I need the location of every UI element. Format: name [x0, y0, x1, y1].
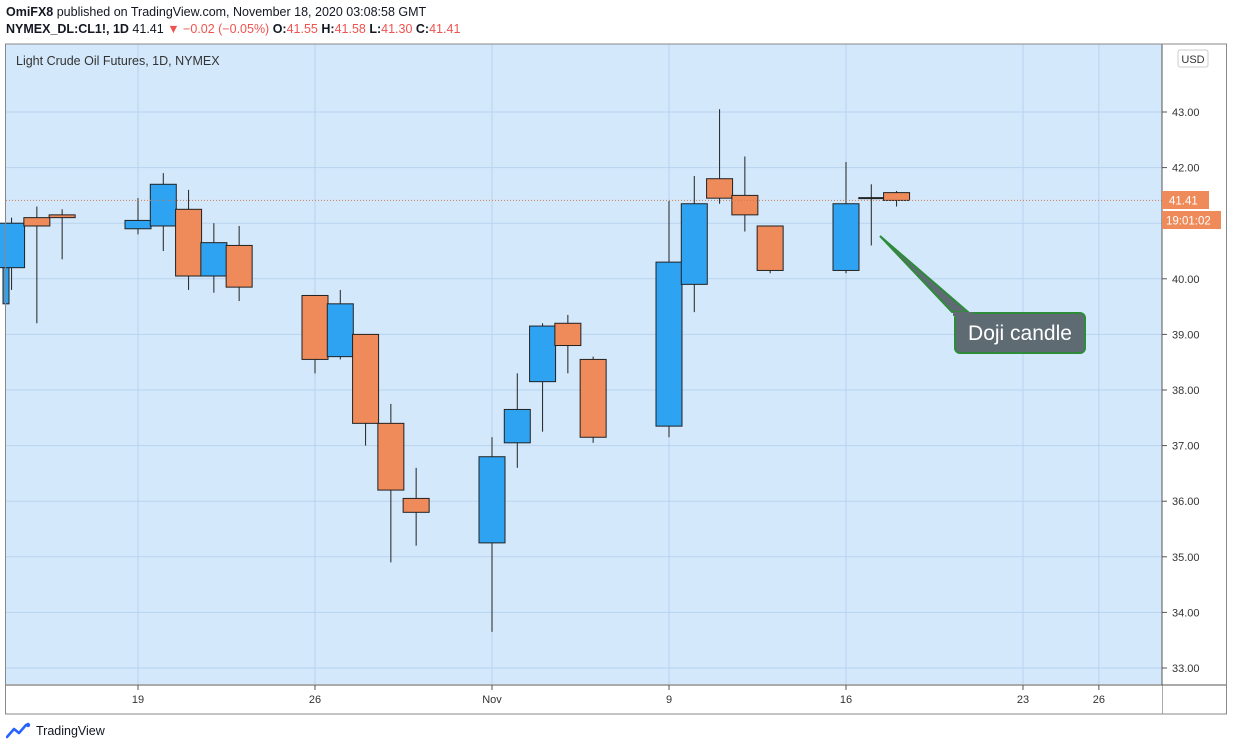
- open-value: 41.55: [286, 22, 318, 36]
- x-tick-label: Nov: [482, 694, 502, 706]
- currency-button[interactable]: [1177, 49, 1209, 68]
- candle-body: [832, 203, 860, 271]
- open-label: O:: [272, 22, 287, 36]
- chart-frame: [5, 43, 1227, 715]
- callout-text: Doji candle: [968, 322, 1072, 345]
- candle-body: [301, 294, 329, 360]
- last-price-tag: 41.41: [1162, 191, 1209, 209]
- candle-body: [326, 303, 354, 358]
- close-value: 41.41: [429, 22, 461, 36]
- y-tick-label: 36.00: [1172, 496, 1200, 508]
- y-tick-label: 42.00: [1172, 163, 1200, 175]
- candle-body: [655, 261, 683, 427]
- last-price: 41.41: [132, 22, 164, 36]
- candles-group: [0, 109, 911, 632]
- callout-box: [954, 312, 1086, 354]
- candle-body: [883, 192, 911, 201]
- x-tick-label: 16: [840, 694, 852, 706]
- tradingview-logo-icon: [6, 722, 31, 739]
- x-tick-label: 23: [1017, 694, 1029, 706]
- candle-body: [402, 497, 430, 513]
- candle-body: [680, 203, 708, 285]
- candle-body: [579, 358, 607, 438]
- currency-label[interactable]: USD: [1181, 54, 1204, 66]
- doji-annotation[interactable]: Doji candle: [879, 235, 1086, 354]
- candle-body: [352, 333, 380, 424]
- y-tick-label: 38.00: [1172, 385, 1200, 397]
- candle-body: [48, 214, 76, 219]
- low-value: 41.30: [381, 22, 413, 36]
- candle-body: [503, 408, 531, 444]
- low-label: L:: [369, 22, 382, 36]
- candle-body: [706, 178, 734, 199]
- candle-body: [124, 219, 152, 230]
- x-tick-label: 19: [132, 694, 144, 706]
- countdown-tag-text: 19:01:02: [1166, 216, 1211, 228]
- publish-info: OmiFX8 published on TradingView.com, Nov…: [6, 5, 426, 19]
- candle-body: [554, 322, 582, 347]
- candle-body: [478, 456, 506, 544]
- candle-body: [175, 208, 203, 277]
- candle-body: [529, 325, 557, 383]
- countdown-tag-bg: [1162, 211, 1221, 229]
- last-price-tag-bg: [1162, 191, 1209, 209]
- y-tick-label: 35.00: [1172, 552, 1200, 564]
- close-label: C:: [415, 22, 430, 36]
- candle-body: [0, 222, 26, 269]
- candle-body: [225, 244, 253, 288]
- time-scale-ticks: 19 26 Nov 9 16 23 26: [132, 685, 1105, 706]
- high-value: 41.58: [334, 22, 366, 36]
- time-scale[interactable]: [6, 685, 1162, 714]
- x-tick-label: 26: [309, 694, 321, 706]
- y-tick-label: 37.00: [1172, 441, 1200, 453]
- price-scale[interactable]: [1162, 44, 1226, 684]
- symbol-label: NYMEX_DL:CL1!, 1D: [6, 22, 129, 36]
- high-label: H:: [321, 22, 335, 36]
- y-tick-label: 34.00: [1172, 607, 1200, 619]
- x-tick-label: 9: [666, 694, 672, 706]
- countdown-tag: 19:01:02: [1162, 211, 1221, 229]
- ohlc-legend: NYMEX_DL:CL1!, 1D 41.41 ▼ −0.02 (−0.05%)…: [6, 22, 460, 36]
- x-tick-label: 26: [1093, 694, 1105, 706]
- price-scale-ticks: 33.00 34.00 35.00 36.00 37.00 38.00 39.00 40.00…: [1162, 107, 1200, 675]
- candle-body: [731, 194, 759, 216]
- callout-join: [953, 312, 973, 316]
- y-tick-label: 43.00: [1172, 107, 1200, 119]
- candle-body: [756, 225, 784, 271]
- y-tick-label: 33.00: [1172, 663, 1200, 675]
- last-price-tag-text: 41.41: [1169, 196, 1198, 208]
- y-tick-label: 39.00: [1172, 329, 1200, 341]
- down-arrow-icon: ▼: [167, 22, 180, 36]
- chart-title: Light Crude Oil Futures, 1D, NYMEX: [16, 54, 220, 68]
- price-change: −0.02 (−0.05%): [183, 22, 270, 36]
- y-tick-label: 40.00: [1172, 274, 1200, 286]
- author-name[interactable]: OmiFX8: [6, 5, 54, 19]
- published-text: published on TradingView.com, November 1…: [56, 5, 427, 19]
- footer-brand[interactable]: TradingView: [6, 722, 105, 740]
- candle-body: [377, 422, 405, 491]
- candle-body: [149, 183, 177, 227]
- candle-body: [23, 217, 51, 227]
- footer-brand-text: TradingView: [36, 724, 105, 738]
- candle-body: [200, 242, 228, 277]
